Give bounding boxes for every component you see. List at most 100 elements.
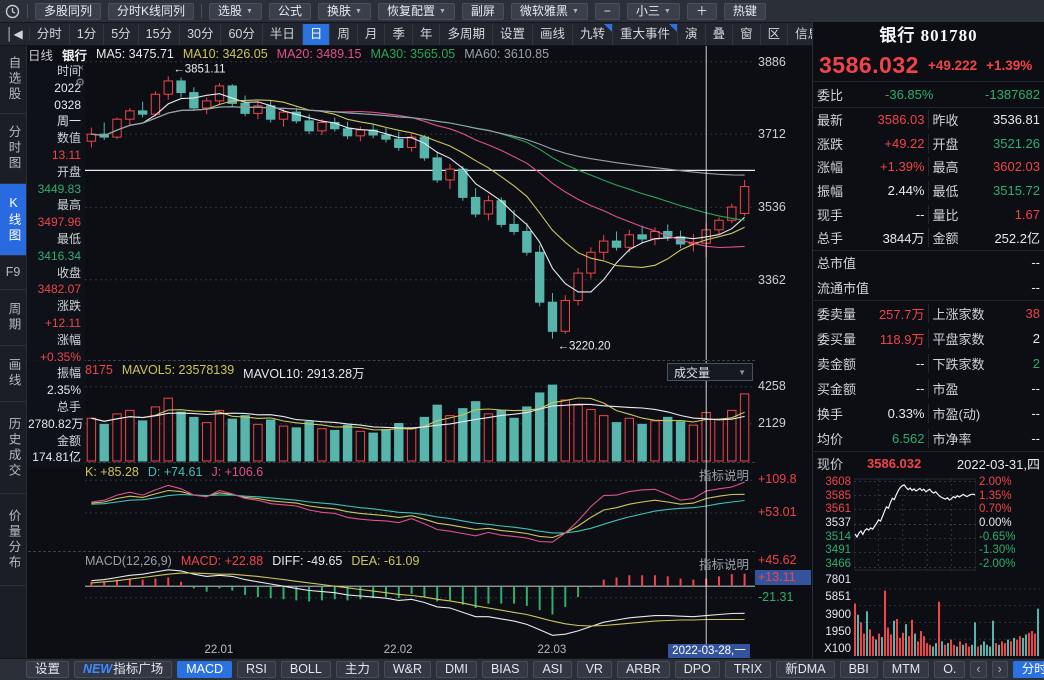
- tool-tab-重大事件[interactable]: 重大事件: [613, 23, 679, 45]
- kdj-axis-+53.01: +53.01: [758, 504, 797, 519]
- quote-value: --: [915, 206, 925, 222]
- mini-volume-chart[interactable]: [854, 574, 1040, 658]
- indicator-tab-BIAS[interactable]: BIAS: [481, 661, 529, 678]
- sidebar-item-周期[interactable]: 周期: [0, 290, 26, 346]
- period-tab-60分[interactable]: 60分: [221, 23, 263, 45]
- close-icon[interactable]: ×: [78, 63, 84, 74]
- volume-chart[interactable]: [85, 361, 755, 463]
- indicator-tab-ARBR[interactable]: ARBR: [616, 661, 670, 678]
- gear-icon[interactable]: ⚙: [75, 77, 85, 89]
- period-tab-季[interactable]: 季: [385, 23, 413, 45]
- sidebar-item-历史成交[interactable]: 历史成交: [0, 402, 26, 494]
- kdj-pane[interactable]: K: +85.28 D: +74.61 J: +106.6 指标说明: [28, 462, 755, 552]
- period-tab-日[interactable]: 日: [302, 23, 331, 45]
- toolbar-button-12[interactable]: 热键: [723, 2, 766, 20]
- kdj-d-value: D: +74.61: [147, 465, 203, 479]
- period-tab-设置[interactable]: 设置: [493, 23, 533, 45]
- macd-chart[interactable]: [85, 552, 755, 645]
- sidebar-item-分时图[interactable]: 分时图: [0, 114, 26, 184]
- period-tab-月[interactable]: 月: [358, 23, 386, 45]
- toolbar-button-11[interactable]: ＋: [686, 2, 717, 20]
- indicator-tab-ASI[interactable]: ASI: [533, 661, 572, 678]
- indicator-tab-设置[interactable]: 设置: [26, 661, 70, 678]
- volume-indicator-dropdown[interactable]: 成交量 ▼: [667, 363, 753, 381]
- candlestick-chart[interactable]: ←3851.11 ←3220.20: [85, 46, 755, 360]
- panel-row-2: 0328: [54, 97, 81, 112]
- volume-pane[interactable]: 8175 MAVOL5: 23578139 MAVOL10: 2913.28万 …: [28, 360, 755, 463]
- period-tab-半日[interactable]: 半日: [263, 23, 303, 45]
- panel-row-10: 最低: [56, 231, 81, 246]
- indicator-tab-指标广场[interactable]: NEW 指标广场: [74, 661, 173, 678]
- tool-tab-窗[interactable]: 窗: [733, 23, 761, 45]
- toolbar-button-10[interactable]: 小三: [626, 2, 680, 20]
- period-tab-分时[interactable]: 分时: [30, 23, 70, 45]
- toolbar-button-8[interactable]: 微软雅黑: [510, 2, 588, 20]
- quote-label: 现价: [817, 456, 844, 472]
- toolbar-button-3[interactable]: 选股: [209, 2, 262, 20]
- intraday-axis-label: 3491: [825, 544, 851, 557]
- indicator-tab-BOLL[interactable]: BOLL: [280, 661, 331, 678]
- indicator-tab-分时[interactable]: 分时: [1012, 661, 1044, 678]
- toolbar-button-1[interactable]: 分时K线同列: [108, 2, 195, 20]
- tool-tab-叠[interactable]: 叠: [706, 23, 734, 45]
- indicator-tab-W&R[interactable]: W&R: [383, 661, 432, 678]
- period-tab-1分[interactable]: 1分: [70, 23, 105, 45]
- toolbar-button-4[interactable]: 公式: [268, 2, 311, 20]
- tool-tab-九转[interactable]: 九转: [573, 23, 614, 45]
- sidebar-item-画线[interactable]: 画线: [0, 346, 26, 402]
- macd-pane[interactable]: MACD(12,26,9) MACD: +22.88 DIFF: -49.65 …: [28, 551, 755, 645]
- indicator-tab-‹[interactable]: ‹: [970, 661, 987, 678]
- quote-value: 2.44%: [887, 183, 925, 199]
- indicator-tab-RSI[interactable]: RSI: [237, 661, 276, 678]
- period-tab-30分[interactable]: 30分: [180, 23, 222, 45]
- period-tab-年[interactable]: 年: [413, 23, 441, 45]
- indicator-tab-TRIX[interactable]: TRIX: [724, 661, 772, 678]
- kdj-chart[interactable]: [85, 463, 755, 552]
- mini-intraday-chart[interactable]: [854, 477, 976, 572]
- toolbar-button-5[interactable]: 换肤: [318, 2, 371, 20]
- sidebar-item-价量分布[interactable]: 价量分布: [0, 494, 26, 586]
- sidebar-item-label: 历史成交: [6, 416, 21, 479]
- clock-icon[interactable]: [5, 4, 20, 19]
- indicator-tab-MTM[interactable]: MTM: [882, 661, 930, 678]
- indicator-tab-DMI[interactable]: DMI: [436, 661, 477, 678]
- kdj-indicator-help-link[interactable]: 指标说明: [698, 469, 749, 483]
- tool-tab-演[interactable]: 演: [678, 23, 706, 45]
- indicator-tab-主力[interactable]: 主力: [335, 661, 379, 678]
- quote-value: 6.562: [891, 430, 925, 446]
- panel-row-5: 13.11: [51, 147, 81, 162]
- period-tab-15分[interactable]: 15分: [139, 23, 181, 45]
- quote-pair: 金额 252.2亿: [927, 228, 1040, 248]
- indicator-tab-新DMA[interactable]: 新DMA: [776, 661, 835, 678]
- period-tab-5分[interactable]: 5分: [104, 23, 139, 45]
- macd-indicator-help-link[interactable]: 指标说明: [698, 558, 749, 572]
- period-tab-多周期[interactable]: 多周期: [440, 23, 493, 45]
- indicator-tab-›[interactable]: ›: [991, 661, 1008, 678]
- toolbar-button-0[interactable]: 多股同列: [35, 2, 102, 20]
- indicator-tab-O.[interactable]: O.: [934, 661, 966, 678]
- sidebar-item-F9[interactable]: F9: [0, 256, 26, 290]
- intraday-axis-label: 3585: [825, 489, 851, 502]
- candlestick-chart-pane[interactable]: ←3851.11 ←3220.20: [28, 46, 755, 360]
- period-tab-画线[interactable]: 画线: [533, 23, 574, 45]
- volume-header: 8175 MAVOL5: 23578139 MAVOL10: 2913.28万: [85, 363, 753, 382]
- indicator-tab-VR[interactable]: VR: [576, 661, 612, 678]
- tool-tab-区[interactable]: 区: [761, 23, 789, 45]
- sidebar-item-K线图[interactable]: K线图: [0, 184, 26, 256]
- intraday-price-axis: 3608 3585 3561 3537 3514 3491 3466: [815, 476, 851, 570]
- indicator-tab-BBI[interactable]: BBI: [839, 661, 878, 678]
- indicator-tab-MACD[interactable]: MACD: [177, 661, 233, 678]
- indicator-tab-DPO[interactable]: DPO: [674, 661, 720, 678]
- quote-value: --: [1031, 255, 1040, 271]
- collapse-left-icon[interactable]: │◀: [0, 27, 30, 41]
- period-tab-周[interactable]: 周: [330, 23, 358, 45]
- sidebar-item-label: 自选股: [6, 56, 21, 103]
- sidebar-item-自选股[interactable]: 自选股: [0, 46, 26, 114]
- toolbar-button-9[interactable]: −: [594, 2, 620, 20]
- quote-order-section: 委卖量 257.7万 上涨家数 38 委买量 118.9万 平盘家数 2 卖金额 -- 下跌家数 2 买…: [813, 301, 1044, 452]
- top-toolbar-buttons: 多股同列分时K线同列选股公式换肤恢复配置副屏微软雅黑−小三 ＋ 热键: [35, 2, 766, 20]
- toolbar-button-7[interactable]: 副屏: [461, 2, 504, 20]
- quote-label: 市净率: [932, 431, 972, 447]
- toolbar-button-6[interactable]: 恢复配置: [377, 2, 455, 20]
- price-change-percent: +1.39%: [986, 57, 1033, 73]
